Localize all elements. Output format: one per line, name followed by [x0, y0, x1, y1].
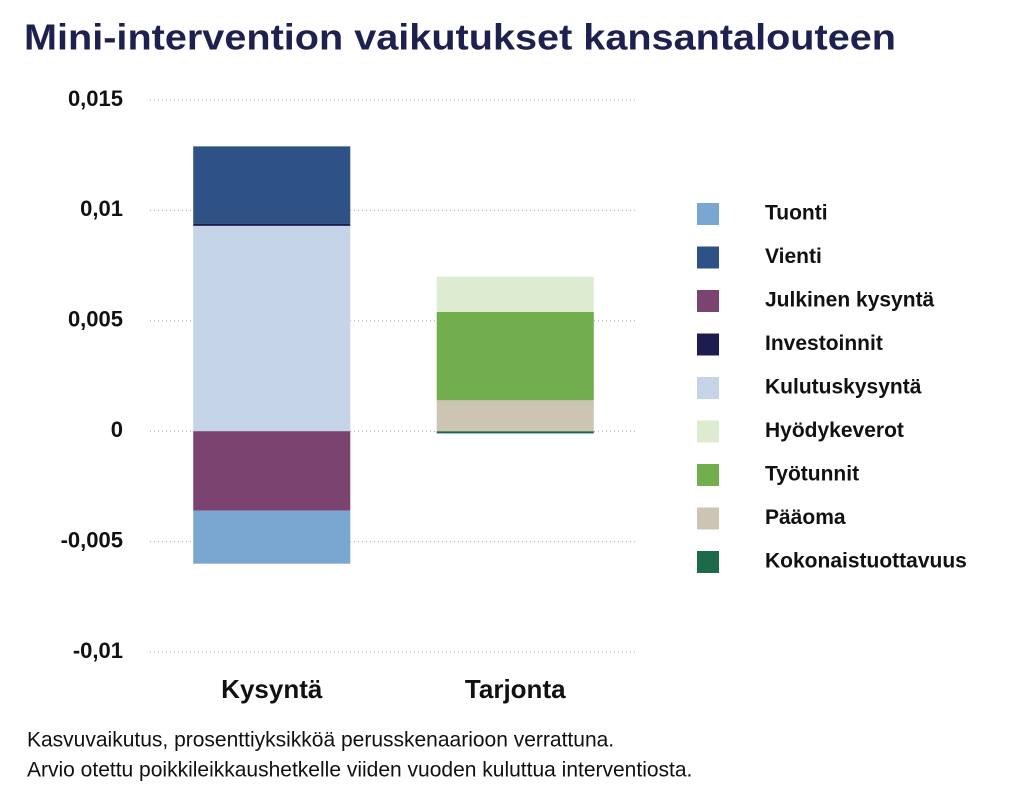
bar-segment: [193, 223, 351, 226]
legend-swatch: [697, 464, 719, 486]
legend-swatch: [697, 290, 719, 312]
legend-swatch: [697, 507, 719, 530]
legend-label: Julkinen kysyntä: [765, 289, 935, 312]
legend-label: Pääoma: [765, 506, 846, 529]
bar-segment: [436, 400, 594, 432]
legend-label: Hyödykeverot: [765, 419, 904, 442]
y-tick-label: 0,015: [68, 86, 123, 111]
legend-swatch: [697, 420, 719, 443]
legend-label: Kokonaistuottavuus: [765, 550, 967, 573]
bar-segment: [193, 225, 351, 432]
bar-segment: [193, 146, 351, 224]
bar-segment: [193, 431, 351, 511]
legend-swatch: [697, 203, 719, 225]
note: Arvio otettu poikkileikkaushetkelle viid…: [27, 759, 692, 782]
legend-label: Tuonti: [765, 202, 828, 225]
y-tick-label: 0,01: [80, 196, 123, 221]
bar-segment: [436, 276, 594, 312]
bar-segment: [193, 510, 351, 564]
y-tick-label: 0: [111, 417, 123, 442]
legend-swatch: [697, 551, 719, 573]
x-tick-label: Kysyntä: [221, 674, 323, 704]
legend-label: Kulutuskysyntä: [765, 376, 922, 399]
legend-swatch: [697, 377, 719, 399]
y-tick-label: -0,005: [61, 527, 123, 552]
legend-swatch: [697, 246, 719, 269]
x-tick-label: Tarjonta: [465, 674, 566, 704]
legend-label: Työtunnit: [765, 463, 859, 486]
note: Kasvuvaikutus, prosenttiyksikköä perussk…: [27, 729, 614, 752]
bar-segment: [436, 311, 594, 401]
legend-label: Vienti: [765, 245, 822, 268]
y-tick-label: 0,005: [68, 307, 123, 332]
legend-swatch: [697, 333, 719, 356]
y-tick-label: -0,01: [73, 638, 123, 663]
chart-title: Mini-intervention vaikutukset kansantalo…: [24, 17, 896, 58]
bar-segment: [436, 431, 594, 434]
legend-label: Investoinnit: [765, 332, 883, 355]
